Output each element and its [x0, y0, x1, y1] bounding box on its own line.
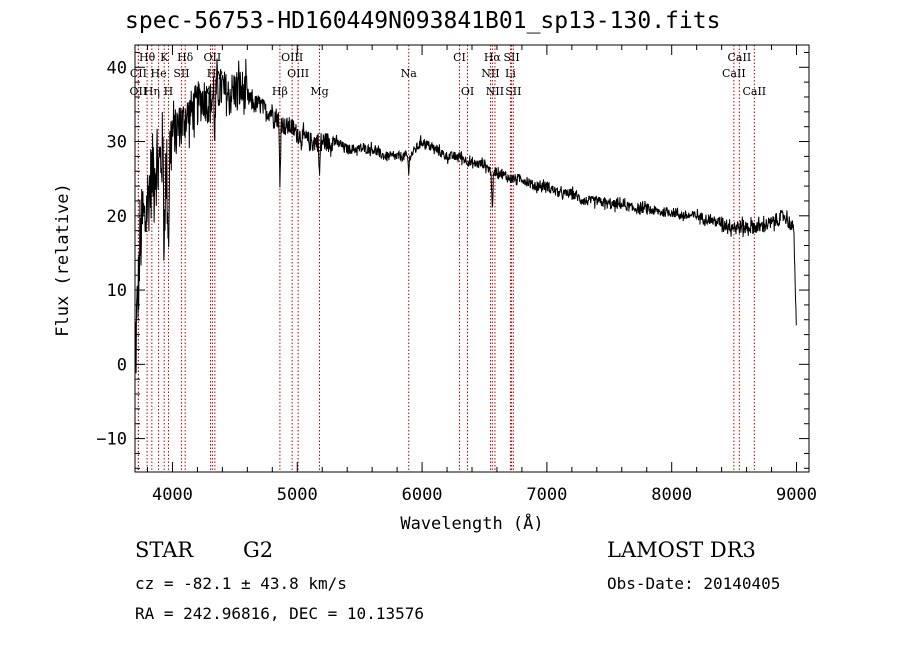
ra-dec-coordinates: RA = 242.96816, DEC = 10.13576	[135, 604, 424, 623]
y-tick-label: 40	[107, 58, 127, 78]
observation-date: Obs-Date: 20140405	[607, 574, 781, 593]
y-tick-label: 20	[107, 207, 127, 227]
spectral-line-label: CaII	[742, 85, 766, 98]
chart-title: spec-56753-HD160449N093841B01_sp13-130.f…	[125, 8, 721, 34]
spectral-line-label: SII	[503, 51, 519, 64]
x-axis-label: Wavelength (Å)	[400, 512, 543, 534]
plot-frame	[134, 44, 810, 473]
y-axis-label: Flux (relative)	[53, 183, 73, 337]
y-tick-label: 30	[107, 133, 127, 153]
spectral-line-label: H	[164, 85, 174, 98]
x-tick-label: 5000	[277, 485, 318, 505]
spectral-line-label: NII	[486, 85, 504, 98]
spectral-line-label: Hβ	[272, 85, 288, 98]
y-ticks-layer: −10 0 10 20 30 40	[96, 51, 809, 469]
x-tick-label: 7000	[526, 485, 567, 505]
spectral-line-label: SII	[505, 85, 521, 98]
x-tick-label: 6000	[402, 485, 443, 505]
spectral-line-label: Mg	[310, 85, 328, 98]
x-ticks-layer: 4000 5000 6000 7000 8000 9000	[146, 45, 817, 505]
y-tick-label: 10	[107, 281, 127, 301]
x-tick-label: 4000	[152, 485, 193, 505]
spectral-line-label: K	[160, 51, 169, 64]
spectral-line-label: Li	[505, 67, 516, 80]
spectral-line-label: Hθ	[139, 51, 156, 64]
spectral-line-label: Hη	[144, 85, 160, 98]
spectral-line-label: OIII	[281, 51, 303, 64]
spectral-line-label: SII	[173, 67, 189, 80]
y-tick-label: 0	[117, 355, 127, 375]
spectral-line-label: Hγ	[207, 67, 224, 80]
spectral-line-label: CI	[453, 51, 466, 64]
spectral-line-label: OIII	[287, 67, 309, 80]
spectral-line-label: OI	[461, 85, 474, 98]
spectral-line-label: Na	[401, 67, 418, 80]
x-tick-label: 9000	[776, 485, 817, 505]
spectrum-layer	[134, 58, 797, 374]
y-tick-label: −10	[96, 430, 127, 450]
spectral-line-label: Hδ	[177, 51, 194, 64]
spectrum-line	[134, 58, 797, 374]
object-subclass: G2	[243, 538, 274, 562]
spectral-line-label: OII	[130, 85, 148, 98]
spectral-line-label: OII	[204, 51, 222, 64]
spectral-line-label: NII	[481, 67, 499, 80]
spectral-line-label: CII	[130, 67, 147, 80]
spectral-line-label: CaII	[728, 51, 752, 64]
spectral-line-label: Hα	[484, 51, 502, 64]
survey-name: LAMOST DR3	[607, 538, 756, 562]
spectral-line-label: CaII	[722, 67, 746, 80]
x-tick-label: 8000	[651, 485, 692, 505]
redshift-velocity: cz = -82.1 ± 43.8 km/s	[135, 574, 347, 593]
object-class: STAR	[135, 538, 194, 562]
spectral-line-label: He	[151, 67, 167, 80]
